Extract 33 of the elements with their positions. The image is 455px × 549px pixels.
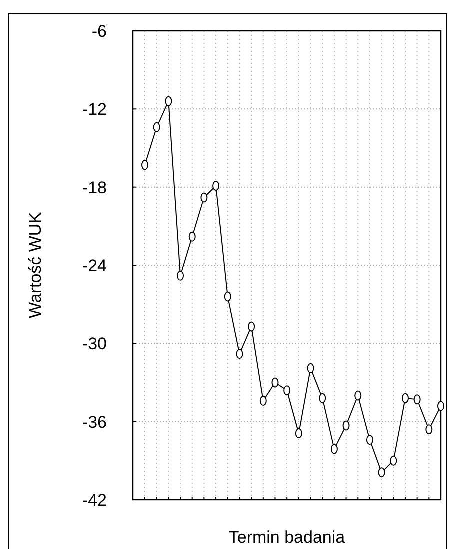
y-tick-label: -6 (92, 22, 107, 41)
y-tick-label: -12 (82, 100, 107, 120)
point (414, 394, 421, 405)
point (165, 96, 172, 106)
point (272, 378, 279, 388)
point (224, 292, 232, 302)
point (307, 363, 314, 374)
point (330, 444, 338, 454)
point (212, 181, 220, 192)
point (378, 468, 386, 478)
point (248, 322, 256, 332)
point (426, 424, 433, 435)
point (342, 420, 350, 431)
point (284, 386, 291, 396)
point (295, 428, 302, 439)
y-tick-label: -42 (82, 490, 107, 510)
y-tick-label: -36 (82, 412, 107, 432)
point (188, 232, 196, 242)
point (366, 435, 374, 446)
y-axis-title: Wartość WUK (26, 212, 45, 319)
point (177, 270, 184, 281)
y-tick-label: -18 (82, 178, 107, 198)
point (236, 349, 244, 360)
x-axis-title: Termin badania (228, 528, 346, 547)
point (354, 390, 362, 401)
point (260, 396, 267, 406)
point (402, 393, 409, 404)
point (200, 192, 208, 203)
point (319, 393, 326, 404)
point (153, 122, 160, 132)
y-tick-label: -24 (82, 256, 107, 276)
point (390, 456, 398, 466)
y-tick-label: -30 (82, 334, 107, 354)
